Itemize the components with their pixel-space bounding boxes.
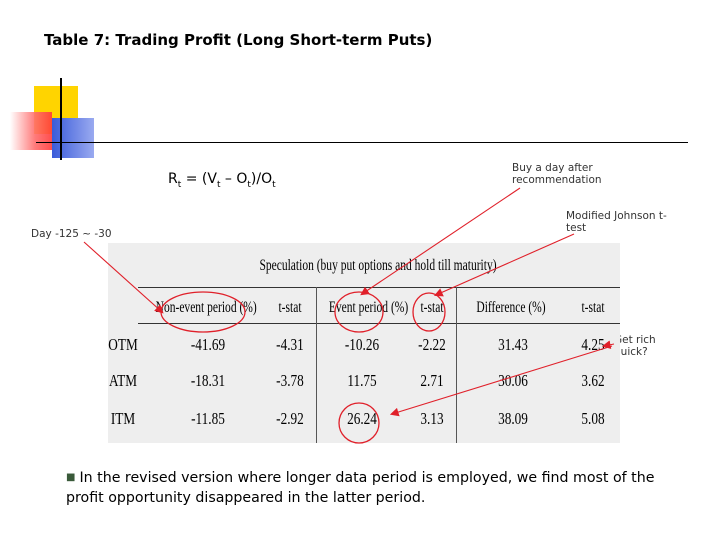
page-title: Table 7: Trading Profit (Long Short-term… <box>44 31 433 49</box>
column-divider-1 <box>316 287 317 443</box>
table-cell: 26.24 <box>347 409 377 428</box>
table-cell: 2.71 <box>420 371 444 390</box>
table-cell: 4.25 <box>581 335 605 354</box>
bullet-text: ■ In the revised version where longer dat… <box>66 470 655 506</box>
table-cell: 3.13 <box>420 409 444 428</box>
row-label-otm: OTM <box>108 335 138 354</box>
header-tstat-2: t-stat <box>420 299 444 316</box>
table-cell: 3.62 <box>581 371 605 390</box>
header-tstat-1: t-stat <box>278 299 302 316</box>
table-cell: -4.31 <box>276 335 304 354</box>
note-day-range: Day -125 ~ -30 <box>31 228 112 240</box>
return-formula: Rt = (Vt – Ot)/Ot <box>168 171 276 190</box>
table-cell: -3.78 <box>276 371 304 390</box>
table-caption: Speculation (buy put options and hold ti… <box>259 257 497 274</box>
table-cell: 30.06 <box>498 371 528 390</box>
header-nonevent-period: Non-event period (%) <box>155 299 257 316</box>
decorative-logo <box>0 0 720 170</box>
table-cell: -10.26 <box>344 335 380 354</box>
arrow-get-rich-to-otm <box>601 340 615 350</box>
table-cell: -18.31 <box>190 371 226 390</box>
deco-vertical-line <box>60 78 62 160</box>
arrow-get-rich-to-itm <box>389 345 613 417</box>
deco-pink-square <box>10 112 52 150</box>
table-cell: -11.85 <box>191 409 225 428</box>
column-divider-2 <box>456 287 457 443</box>
speculation-table: Speculation (buy put options and hold ti… <box>108 243 620 443</box>
note-get-rich: Get rich quick? <box>614 334 656 358</box>
header-tstat-3: t-stat <box>581 299 605 316</box>
table-cell: -41.69 <box>190 335 226 354</box>
deco-blue-square <box>52 118 94 158</box>
row-label-atm: ATM <box>108 371 138 390</box>
arrow-modified-johnson <box>433 233 575 297</box>
circle-event-tstat <box>412 292 446 332</box>
circle-itm-event-value <box>338 402 380 444</box>
table-cell: -2.22 <box>418 335 446 354</box>
caption-underline <box>138 287 620 288</box>
circle-nonevent-header <box>160 291 246 333</box>
row-label-itm: ITM <box>110 409 136 428</box>
bullet-square-icon: ■ <box>66 472 76 483</box>
arrow-buy-day <box>360 187 521 296</box>
header-event-period: Event period (%) <box>328 299 409 316</box>
circle-event-header <box>334 291 384 333</box>
note-modified-johnson: Modified Johnson t-test <box>566 210 667 234</box>
deco-horizontal-line <box>36 142 688 143</box>
header-difference: Difference (%) <box>476 299 546 316</box>
table-cell: 31.43 <box>498 335 528 354</box>
table-cell: -2.92 <box>276 409 304 428</box>
table-cell: 38.09 <box>498 409 528 428</box>
table-cell: 5.08 <box>581 409 605 428</box>
table-cell: 11.75 <box>347 371 377 390</box>
arrow-day-range <box>83 241 164 314</box>
note-buy-day: Buy a day after recommendation <box>512 162 602 186</box>
